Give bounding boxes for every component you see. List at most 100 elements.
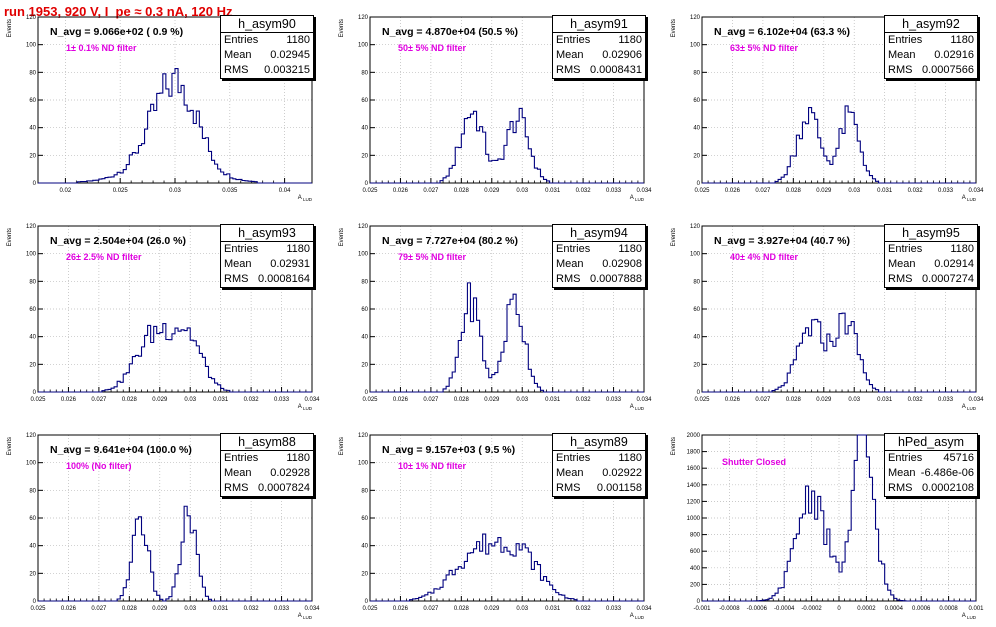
x-tick-label: 0.029 xyxy=(152,397,168,403)
x-tick-label: 0.027 xyxy=(91,397,107,403)
y-tick-label: 100 xyxy=(358,252,369,258)
y-tick-label: 0 xyxy=(697,390,701,396)
stats-mean-row: Mean 0.02931 xyxy=(221,257,313,272)
stats-entries-value: 1180 xyxy=(950,34,974,46)
y-tick-label: 0 xyxy=(33,390,37,396)
stats-rms-row: RMS 0.003215 xyxy=(221,63,313,78)
stats-entries-row: Entries 1180 xyxy=(553,33,645,48)
stats-mean-row: Mean -6.486e-06 xyxy=(885,466,977,481)
y-tick-label: 20 xyxy=(693,153,700,159)
y-tick-label: 20 xyxy=(29,362,36,368)
stats-box: h_asym91 Entries 1180 Mean 0.02906 RMS 0.00084… xyxy=(552,15,646,79)
y-tick-label: 80 xyxy=(29,488,36,494)
y-axis-label: Events xyxy=(7,19,13,37)
x-tick-label: 0.033 xyxy=(274,397,290,403)
histogram-name: h_asym91 xyxy=(553,16,645,33)
stats-rms-label: RMS xyxy=(224,64,249,76)
histogram-panel-h_asym94: 0.025 0.026 0.027 0.028 0.029 0.03 0.031 0.032 0… xyxy=(332,209,664,418)
y-tick-label: 80 xyxy=(361,70,368,76)
filter-annotation: 40± 4% ND filter xyxy=(730,252,798,262)
x-axis-label: A LUD xyxy=(962,613,977,620)
y-tick-label: 100 xyxy=(26,461,37,467)
x-tick-label: 0.026 xyxy=(61,397,77,403)
stats-entries-label: Entries xyxy=(888,243,923,255)
y-tick-label: 1000 xyxy=(687,516,701,522)
navg-label: N_avg = 3.927e+04 (40.7 %) xyxy=(714,235,851,247)
stats-entries-value: 1180 xyxy=(618,452,642,464)
stats-rms-row: RMS 0.0002108 xyxy=(885,481,977,496)
stats-entries-value: 1180 xyxy=(618,243,642,255)
x-tick-label: -0.0006 xyxy=(747,606,768,612)
stats-mean-value: 0.02908 xyxy=(602,258,642,270)
x-tick-label: 0.032 xyxy=(908,188,924,194)
stats-mean-value: 0.02906 xyxy=(602,49,642,61)
x-tick-label: 0.034 xyxy=(968,397,984,403)
x-tick-label: 0.026 xyxy=(393,188,409,194)
stats-entries-row: Entries 1180 xyxy=(553,451,645,466)
x-tick-label: 0.03 xyxy=(516,606,528,612)
stats-mean-value: 0.02914 xyxy=(934,258,974,270)
stats-rms-label: RMS xyxy=(556,273,581,285)
stats-mean-value: 0.02922 xyxy=(602,467,642,479)
x-tick-label: 0.031 xyxy=(545,606,561,612)
stats-mean-value: 0.02928 xyxy=(270,467,310,479)
histogram-line xyxy=(702,434,976,602)
x-axis-label: A LUD xyxy=(630,404,645,411)
navg-label: N_avg = 9.641e+04 (100.0 %) xyxy=(50,444,192,456)
navg-label: N_avg = 9.066e+02 ( 0.9 %) xyxy=(50,26,184,38)
y-tick-label: 20 xyxy=(29,571,36,577)
stats-entries-row: Entries 1180 xyxy=(221,242,313,257)
x-tick-label: 0.03 xyxy=(848,188,860,194)
y-tick-label: 20 xyxy=(29,153,36,159)
y-tick-label: 0 xyxy=(365,390,369,396)
y-tick-label: 60 xyxy=(693,307,700,313)
stats-entries-value: 1180 xyxy=(286,243,310,255)
y-tick-label: 40 xyxy=(361,126,368,132)
x-tick-label: -0.0002 xyxy=(801,606,822,612)
stats-entries-value: 1180 xyxy=(618,34,642,46)
x-tick-label: 0.034 xyxy=(636,188,652,194)
y-tick-label: 120 xyxy=(26,15,37,21)
x-tick-label: -0.0004 xyxy=(774,606,795,612)
y-tick-label: 800 xyxy=(690,533,701,539)
y-tick-label: 40 xyxy=(693,335,700,341)
y-tick-label: 100 xyxy=(358,461,369,467)
y-tick-label: 100 xyxy=(26,43,37,49)
histogram-name: h_asym95 xyxy=(885,225,977,242)
y-tick-label: 80 xyxy=(693,279,700,285)
histogram-name: h_asym90 xyxy=(221,16,313,33)
x-axis-label: A LUD xyxy=(298,404,313,411)
navg-label: N_avg = 4.870e+04 (50.5 %) xyxy=(382,26,519,38)
stats-entries-label: Entries xyxy=(556,452,591,464)
stats-rms-value: 0.001158 xyxy=(596,482,642,494)
stats-mean-label: Mean xyxy=(224,49,252,61)
stats-rms-value: 0.003215 xyxy=(264,64,310,76)
navg-label: N_avg = 6.102e+04 (63.3 %) xyxy=(714,26,851,38)
x-tick-label: 0.031 xyxy=(545,397,561,403)
stats-rms-label: RMS xyxy=(224,482,249,494)
x-tick-label: 0.033 xyxy=(938,188,954,194)
stats-box: h_asym95 Entries 1180 Mean 0.02914 RMS 0.00072… xyxy=(884,224,978,288)
histogram-panel-h_asym93: 0.025 0.026 0.027 0.028 0.029 0.03 0.031 0.032 0… xyxy=(0,209,332,418)
x-tick-label: 0.033 xyxy=(606,397,622,403)
x-tick-label: 0.0002 xyxy=(857,606,876,612)
y-tick-label: 120 xyxy=(358,15,369,21)
y-tick-label: 80 xyxy=(361,488,368,494)
y-tick-label: 60 xyxy=(361,307,368,313)
y-tick-label: 60 xyxy=(29,98,36,104)
y-tick-label: 0 xyxy=(365,181,369,187)
x-tick-label: 0.03 xyxy=(169,188,181,194)
x-tick-label: 0.027 xyxy=(755,397,771,403)
x-tick-label: 0.02 xyxy=(60,188,72,194)
stats-mean-label: Mean xyxy=(556,467,584,479)
stats-entries-value: 1180 xyxy=(286,34,310,46)
x-tick-label: 0.029 xyxy=(816,188,832,194)
y-tick-label: 1800 xyxy=(687,450,701,456)
y-tick-label: 100 xyxy=(358,43,369,49)
y-tick-label: 120 xyxy=(690,224,701,230)
histogram-line xyxy=(370,533,644,602)
stats-rms-value: 0.0007274 xyxy=(922,273,974,285)
stats-mean-row: Mean 0.02914 xyxy=(885,257,977,272)
x-tick-label: 0.031 xyxy=(213,606,229,612)
x-tick-label: 0.028 xyxy=(122,397,138,403)
